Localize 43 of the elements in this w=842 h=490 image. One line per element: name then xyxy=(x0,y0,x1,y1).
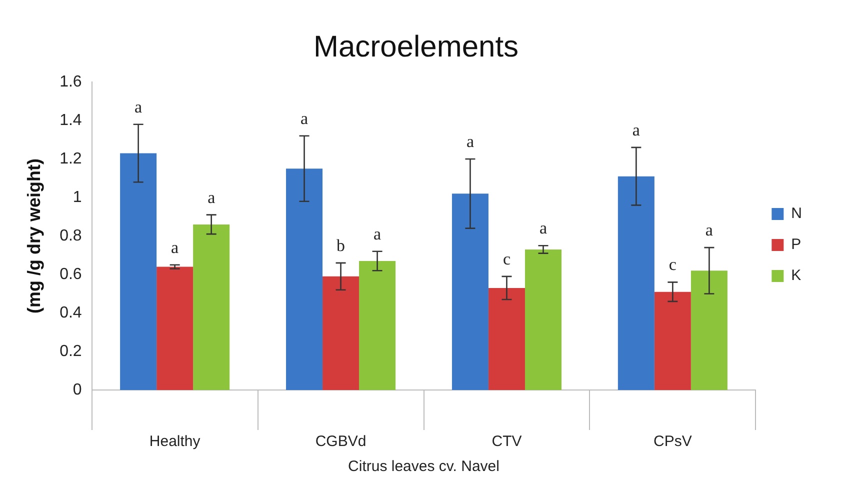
y-tick-label: 1.2 xyxy=(60,150,82,168)
x-tick-label: Healthy xyxy=(149,433,201,450)
x-tick-label: CPsV xyxy=(654,433,692,450)
bar xyxy=(322,276,360,390)
data-label: c xyxy=(668,255,677,274)
data-label: a xyxy=(466,132,474,151)
data-label: a xyxy=(300,108,308,128)
y-tick-label: 1.6 xyxy=(60,73,82,90)
y-tick-label: 1 xyxy=(72,188,82,206)
bar xyxy=(618,176,654,390)
legend-label: K xyxy=(791,267,802,284)
bar xyxy=(156,266,194,390)
data-label: a xyxy=(134,97,143,116)
bar xyxy=(286,168,323,390)
x-tick-label: CGBVd xyxy=(315,433,366,450)
bar xyxy=(359,261,396,390)
data-label: a xyxy=(374,224,382,244)
bar xyxy=(120,153,157,390)
data-label: a xyxy=(539,218,548,238)
x-axis-title: Citrus leaves cv. Navel xyxy=(348,458,500,476)
data-label: a xyxy=(171,238,180,257)
bar xyxy=(488,288,525,390)
bar xyxy=(193,224,230,390)
bar xyxy=(524,249,562,390)
y-tick-label: 0.4 xyxy=(60,304,82,322)
bar xyxy=(452,194,488,390)
data-label: c xyxy=(502,249,511,268)
data-label: a xyxy=(208,188,216,207)
data-label: b xyxy=(336,236,346,255)
y-tick-label: 1.4 xyxy=(60,112,82,129)
data-label: a xyxy=(705,220,714,240)
bar xyxy=(690,270,728,390)
legend-label: N xyxy=(791,205,802,222)
bar xyxy=(654,292,691,390)
y-tick-label: 0.8 xyxy=(60,227,82,244)
legend-label: P xyxy=(791,236,802,254)
y-axis-title: (mg /g dry weight) xyxy=(24,158,44,314)
y-tick-label: 0.6 xyxy=(60,266,82,283)
y-tick-label: 0 xyxy=(72,381,82,398)
chart-title: Macroelements xyxy=(313,30,519,64)
x-tick-label: CTV xyxy=(492,433,522,450)
data-label: a xyxy=(632,120,640,140)
y-tick-label: 0.2 xyxy=(60,342,82,360)
